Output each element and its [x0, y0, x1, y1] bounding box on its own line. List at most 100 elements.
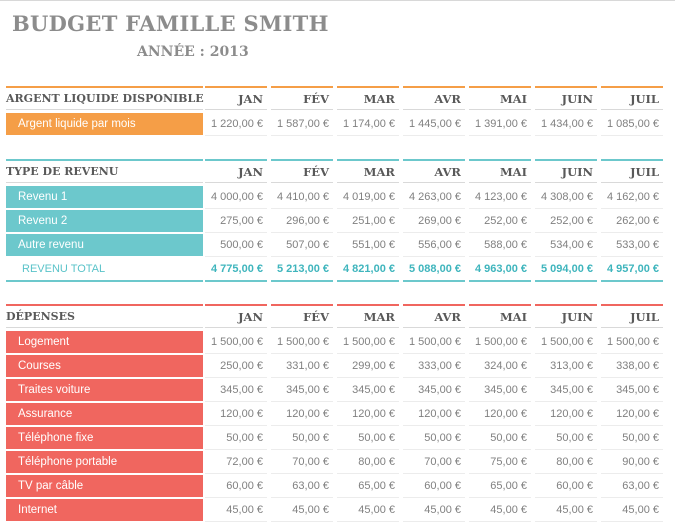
cell-logement-mai[interactable]: 1 500,00 € [475, 336, 527, 348]
cell-courses-juin[interactable]: 313,00 € [550, 360, 593, 372]
cell-tv-par-cable-jan[interactable]: 60,00 € [226, 480, 263, 492]
cell-assurance-juin[interactable]: 120,00 € [550, 408, 593, 420]
cell-logement-jan[interactable]: 1 500,00 € [211, 336, 263, 348]
cell-courses-fév[interactable]: 331,00 € [286, 360, 329, 372]
cell-argent-liquide-par-mois-mar[interactable]: 1 174,00 € [343, 118, 395, 130]
cell-revenu-1-mar[interactable]: 4 019,00 € [343, 191, 395, 203]
row-label-tv-par-cable[interactable]: TV par câble [6, 475, 203, 497]
cell-revenu-1-juin[interactable]: 4 308,00 € [541, 191, 593, 203]
cell-tv-par-cable-avr[interactable]: 60,00 € [424, 480, 461, 492]
total-cell-mai[interactable]: 4 963,00 € [475, 263, 527, 275]
cell-revenu-2-mai[interactable]: 252,00 € [484, 215, 527, 227]
row-label-courses[interactable]: Courses [6, 355, 203, 377]
cell-telephone-fixe-juil[interactable]: 50,00 € [622, 432, 659, 444]
cell-telephone-portable-mar[interactable]: 80,00 € [358, 456, 395, 468]
total-cell-fév[interactable]: 5 213,00 € [277, 263, 329, 275]
cell-revenu-1-jan[interactable]: 4 000,00 € [211, 191, 263, 203]
cell-telephone-fixe-fév[interactable]: 50,00 € [292, 432, 329, 444]
row-label-revenu-1[interactable]: Revenu 1 [6, 186, 203, 208]
cell-courses-mar[interactable]: 299,00 € [352, 360, 395, 372]
cell-assurance-avr[interactable]: 120,00 € [418, 408, 461, 420]
cell-assurance-juil[interactable]: 120,00 € [616, 408, 659, 420]
cell-internet-mar[interactable]: 45,00 € [358, 504, 395, 516]
cell-courses-avr[interactable]: 333,00 € [418, 360, 461, 372]
cell-tv-par-cable-juin[interactable]: 60,00 € [556, 480, 593, 492]
cell-tv-par-cable-mai[interactable]: 65,00 € [490, 480, 527, 492]
cell-assurance-mar[interactable]: 120,00 € [352, 408, 395, 420]
cell-traites-voiture-jan[interactable]: 345,00 € [220, 384, 263, 396]
cell-internet-juil[interactable]: 45,00 € [622, 504, 659, 516]
cell-telephone-portable-jan[interactable]: 72,00 € [226, 456, 263, 468]
cell-autre-revenu-mar[interactable]: 551,00 € [352, 239, 395, 251]
cell-telephone-fixe-mai[interactable]: 50,00 € [490, 432, 527, 444]
cell-telephone-fixe-avr[interactable]: 50,00 € [424, 432, 461, 444]
cell-internet-jan[interactable]: 45,00 € [226, 504, 263, 516]
cell-argent-liquide-par-mois-jan[interactable]: 1 220,00 € [211, 118, 263, 130]
cell-revenu-2-juil[interactable]: 262,00 € [616, 215, 659, 227]
cell-tv-par-cable-fév[interactable]: 63,00 € [292, 480, 329, 492]
cell-telephone-portable-juil[interactable]: 90,00 € [622, 456, 659, 468]
cell-revenu-1-mai[interactable]: 4 123,00 € [475, 191, 527, 203]
row-label-telephone-fixe[interactable]: Téléphone fixe [6, 427, 203, 449]
cell-internet-mai[interactable]: 45,00 € [490, 504, 527, 516]
cell-internet-avr[interactable]: 45,00 € [424, 504, 461, 516]
row-label-assurance[interactable]: Assurance [6, 403, 203, 425]
cell-traites-voiture-mar[interactable]: 345,00 € [352, 384, 395, 396]
cell-telephone-portable-mai[interactable]: 75,00 € [490, 456, 527, 468]
cell-revenu-1-juil[interactable]: 4 162,00 € [607, 191, 659, 203]
cell-autre-revenu-juil[interactable]: 533,00 € [616, 239, 659, 251]
cell-courses-juil[interactable]: 338,00 € [616, 360, 659, 372]
cell-argent-liquide-par-mois-mai[interactable]: 1 391,00 € [475, 118, 527, 130]
cell-telephone-fixe-juin[interactable]: 50,00 € [556, 432, 593, 444]
cell-logement-fév[interactable]: 1 500,00 € [277, 336, 329, 348]
cell-assurance-fév[interactable]: 120,00 € [286, 408, 329, 420]
cell-internet-fév[interactable]: 45,00 € [292, 504, 329, 516]
cell-revenu-2-mar[interactable]: 251,00 € [352, 215, 395, 227]
cell-revenu-2-jan[interactable]: 275,00 € [220, 215, 263, 227]
cell-revenu-2-juin[interactable]: 252,00 € [550, 215, 593, 227]
cell-logement-juil[interactable]: 1 500,00 € [607, 336, 659, 348]
total-cell-mar[interactable]: 4 821,00 € [343, 263, 395, 275]
cell-telephone-portable-fév[interactable]: 70,00 € [292, 456, 329, 468]
cell-autre-revenu-mai[interactable]: 588,00 € [484, 239, 527, 251]
cell-assurance-jan[interactable]: 120,00 € [220, 408, 263, 420]
cell-argent-liquide-par-mois-fév[interactable]: 1 587,00 € [277, 118, 329, 130]
cell-telephone-portable-avr[interactable]: 70,00 € [424, 456, 461, 468]
cell-traites-voiture-juil[interactable]: 345,00 € [616, 384, 659, 396]
cell-revenu-1-fév[interactable]: 4 410,00 € [277, 191, 329, 203]
cell-autre-revenu-juin[interactable]: 534,00 € [550, 239, 593, 251]
cell-traites-voiture-mai[interactable]: 345,00 € [484, 384, 527, 396]
cell-argent-liquide-par-mois-juin[interactable]: 1 434,00 € [541, 118, 593, 130]
row-label-internet[interactable]: Internet [6, 499, 203, 521]
row-label-traites-voiture[interactable]: Traites voiture [6, 379, 203, 401]
cell-courses-mai[interactable]: 324,00 € [484, 360, 527, 372]
cell-internet-juin[interactable]: 45,00 € [556, 504, 593, 516]
cell-assurance-mai[interactable]: 120,00 € [484, 408, 527, 420]
cell-traites-voiture-fév[interactable]: 345,00 € [286, 384, 329, 396]
cell-telephone-fixe-mar[interactable]: 50,00 € [358, 432, 395, 444]
cell-logement-juin[interactable]: 1 500,00 € [541, 336, 593, 348]
total-cell-juil[interactable]: 4 957,00 € [607, 263, 659, 275]
cell-traites-voiture-avr[interactable]: 345,00 € [418, 384, 461, 396]
cell-revenu-1-avr[interactable]: 4 263,00 € [409, 191, 461, 203]
cell-logement-avr[interactable]: 1 500,00 € [409, 336, 461, 348]
row-label-revenu-2[interactable]: Revenu 2 [6, 210, 203, 232]
cell-revenu-2-fév[interactable]: 296,00 € [286, 215, 329, 227]
row-label-telephone-portable[interactable]: Téléphone portable [6, 451, 203, 473]
cell-argent-liquide-par-mois-avr[interactable]: 1 445,00 € [409, 118, 461, 130]
cell-autre-revenu-jan[interactable]: 500,00 € [220, 239, 263, 251]
total-cell-juin[interactable]: 5 094,00 € [541, 263, 593, 275]
cell-courses-jan[interactable]: 250,00 € [220, 360, 263, 372]
cell-tv-par-cable-juil[interactable]: 63,00 € [622, 480, 659, 492]
row-label-logement[interactable]: Logement [6, 331, 203, 353]
row-label-autre-revenu[interactable]: Autre revenu [6, 234, 203, 256]
cell-revenu-2-avr[interactable]: 269,00 € [418, 215, 461, 227]
cell-telephone-fixe-jan[interactable]: 50,00 € [226, 432, 263, 444]
cell-argent-liquide-par-mois-juil[interactable]: 1 085,00 € [607, 118, 659, 130]
cell-autre-revenu-fév[interactable]: 507,00 € [286, 239, 329, 251]
total-cell-jan[interactable]: 4 775,00 € [211, 263, 263, 275]
cell-tv-par-cable-mar[interactable]: 65,00 € [358, 480, 395, 492]
row-label-argent-liquide-par-mois[interactable]: Argent liquide par mois [6, 113, 203, 135]
total-cell-avr[interactable]: 5 088,00 € [409, 263, 461, 275]
cell-telephone-portable-juin[interactable]: 80,00 € [556, 456, 593, 468]
